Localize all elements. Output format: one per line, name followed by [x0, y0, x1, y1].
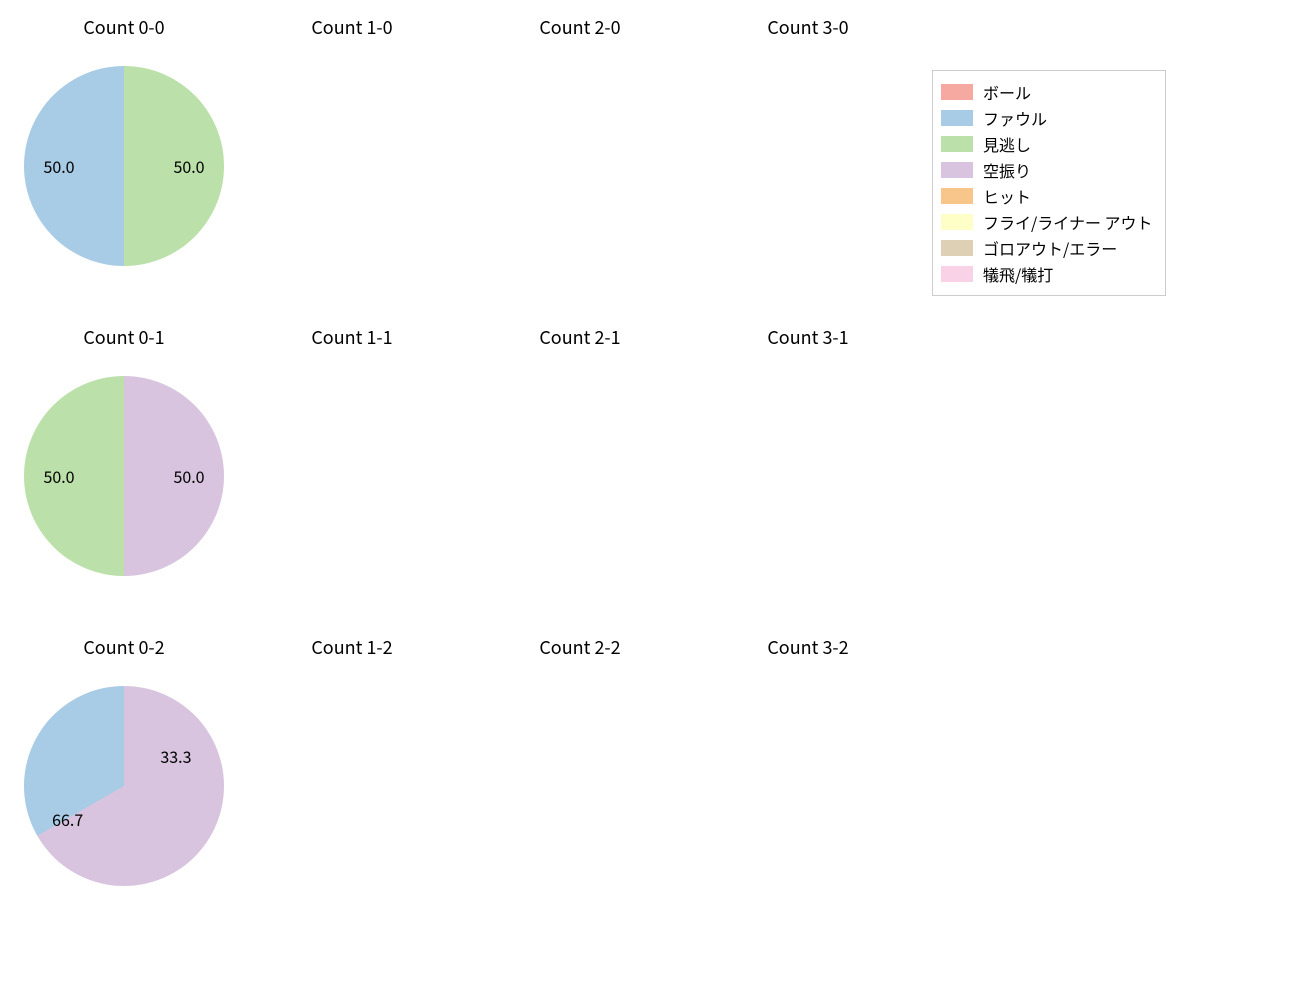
panel-title: Count 3-2 — [694, 634, 922, 660]
legend-label: 空振り — [983, 158, 1031, 182]
panel-2-1: Count 1-2 — [238, 620, 466, 930]
panel-title: Count 0-0 — [10, 14, 238, 40]
legend-label: ゴロアウト/エラー — [983, 236, 1117, 260]
legend-swatch — [941, 84, 973, 100]
panel-1-3: Count 3-1 — [694, 310, 922, 620]
legend-label: ボール — [983, 80, 1031, 104]
legend-label: ヒット — [983, 184, 1031, 208]
legend-item: 犠飛/犠打 — [941, 261, 1153, 287]
panel-1-1: Count 1-1 — [238, 310, 466, 620]
slice-label: 50.0 — [43, 464, 74, 488]
panel-title: Count 2-1 — [466, 324, 694, 350]
panel-2-3: Count 3-2 — [694, 620, 922, 930]
panel-title: Count 3-1 — [694, 324, 922, 350]
legend: ボールファウル見逃し空振りヒットフライ/ライナー アウトゴロアウト/エラー犠飛/… — [932, 70, 1166, 296]
pie-disc — [24, 686, 224, 886]
pie: 50.0 50.0 — [24, 376, 224, 576]
panel-title: Count 1-0 — [238, 14, 466, 40]
slice-label: 50.0 — [43, 154, 74, 178]
legend-swatch — [941, 214, 973, 230]
legend-label: ファウル — [983, 106, 1047, 130]
legend-item: ボール — [941, 79, 1153, 105]
slice-label: 33.3 — [160, 744, 191, 768]
panel-title: Count 0-1 — [10, 324, 238, 350]
panel-0-3: Count 3-0 — [694, 0, 922, 310]
legend-swatch — [941, 188, 973, 204]
panel-1-2: Count 2-1 — [466, 310, 694, 620]
pie: 33.3 66.7 — [24, 686, 224, 886]
pie: 50.0 50.0 — [24, 66, 224, 266]
legend-item: フライ/ライナー アウト — [941, 209, 1153, 235]
panel-0-2: Count 2-0 — [466, 0, 694, 310]
legend-label: 見逃し — [983, 132, 1031, 156]
legend-swatch — [941, 136, 973, 152]
panel-title: Count 1-2 — [238, 634, 466, 660]
slice-label: 50.0 — [173, 464, 204, 488]
panel-0-1: Count 1-0 — [238, 0, 466, 310]
slice-label: 50.0 — [173, 154, 204, 178]
legend-item: 空振り — [941, 157, 1153, 183]
legend-item: 見逃し — [941, 131, 1153, 157]
panel-2-0: Count 0-2 33.3 66.7 — [10, 620, 238, 930]
panel-title: Count 1-1 — [238, 324, 466, 350]
panel-title: Count 2-2 — [466, 634, 694, 660]
panel-title: Count 0-2 — [10, 634, 238, 660]
legend-item: ファウル — [941, 105, 1153, 131]
panel-1-0: Count 0-1 50.0 50.0 — [10, 310, 238, 620]
panel-2-2: Count 2-2 — [466, 620, 694, 930]
legend-label: フライ/ライナー アウト — [983, 210, 1153, 234]
slice-label: 66.7 — [52, 807, 83, 831]
legend-swatch — [941, 162, 973, 178]
legend-swatch — [941, 110, 973, 126]
panel-title: Count 2-0 — [466, 14, 694, 40]
panel-0-0: Count 0-0 50.0 50.0 — [10, 0, 238, 310]
legend-swatch — [941, 240, 973, 256]
legend-item: ゴロアウト/エラー — [941, 235, 1153, 261]
panel-title: Count 3-0 — [694, 14, 922, 40]
legend-item: ヒット — [941, 183, 1153, 209]
legend-swatch — [941, 266, 973, 282]
legend-label: 犠飛/犠打 — [983, 262, 1053, 286]
